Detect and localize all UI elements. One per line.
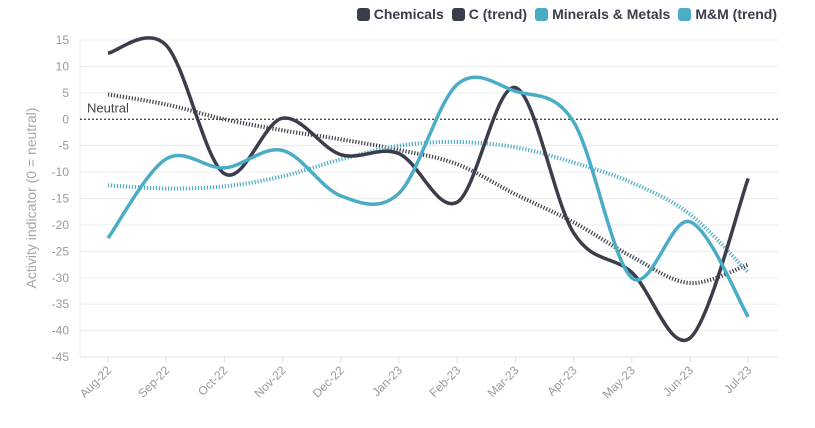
x-tick-label: May-23 [600,363,638,401]
y-tick-label: -45 [52,350,70,364]
legend-item[interactable]: Chemicals [356,6,444,22]
series-lines [106,36,750,343]
legend-label: Chemicals [373,6,444,22]
x-tick-label: Apr-23 [544,363,580,399]
y-axis-ticks: 15 10 5 0 -5 -10 -15 -20 -25 -30 -35 -40 -45 [52,33,70,364]
legend-swatch [356,7,370,21]
x-tick-label: Aug-22 [77,363,114,400]
neutral-label: Neutral [87,100,129,115]
y-tick-label: -40 [52,324,70,338]
y-tick-label: -30 [52,271,70,285]
y-tick-label: -35 [52,297,70,311]
series-line-m-m-trend [107,139,750,274]
x-tick-label: Dec-22 [310,363,347,400]
legend-item[interactable]: Minerals & Metals [535,6,670,22]
legend-swatch [451,7,465,21]
y-tick-label: 10 [56,59,70,73]
x-tick-label: Jun-23 [660,363,696,399]
gridlines [79,39,778,358]
y-tick-label: -10 [52,165,70,179]
x-tick-label: Oct-22 [195,363,231,399]
x-tick-label: Nov-22 [251,363,288,400]
y-tick-label: -25 [52,244,70,258]
x-axis-ticks: Aug-22 Sep-22 Oct-22 Nov-22 Dec-22 Jan-23 Feb-… [77,357,755,401]
y-tick-label: 15 [56,33,70,47]
legend: Chemicals C (trend) Minerals & Metals M&M (… [356,6,777,22]
y-tick-label: -5 [58,139,69,153]
x-tick-label: Mar-23 [485,363,522,400]
y-tick-label: 5 [62,86,69,100]
legend-label: M&M (trend) [695,6,777,22]
series-line-c-trend [107,92,749,286]
legend-swatch [678,7,692,21]
y-tick-label: 0 [62,112,69,126]
x-tick-label: Jan-23 [369,363,405,399]
x-tick-label: Sep-22 [135,363,172,400]
legend-item[interactable]: C (trend) [451,6,528,22]
y-tick-label: -15 [52,192,70,206]
x-tick-label: Jul-23 [721,363,754,396]
y-tick-label: -20 [52,218,70,232]
series-line-minerals-metals [106,75,750,318]
legend-label: Minerals & Metals [552,6,671,22]
legend-swatch [535,7,549,21]
legend-item[interactable]: M&M (trend) [678,6,777,22]
x-tick-label: Feb-23 [427,363,464,400]
legend-label: C (trend) [468,6,528,22]
y-axis-title: Activity indicator (0 = neutral) [23,108,39,289]
